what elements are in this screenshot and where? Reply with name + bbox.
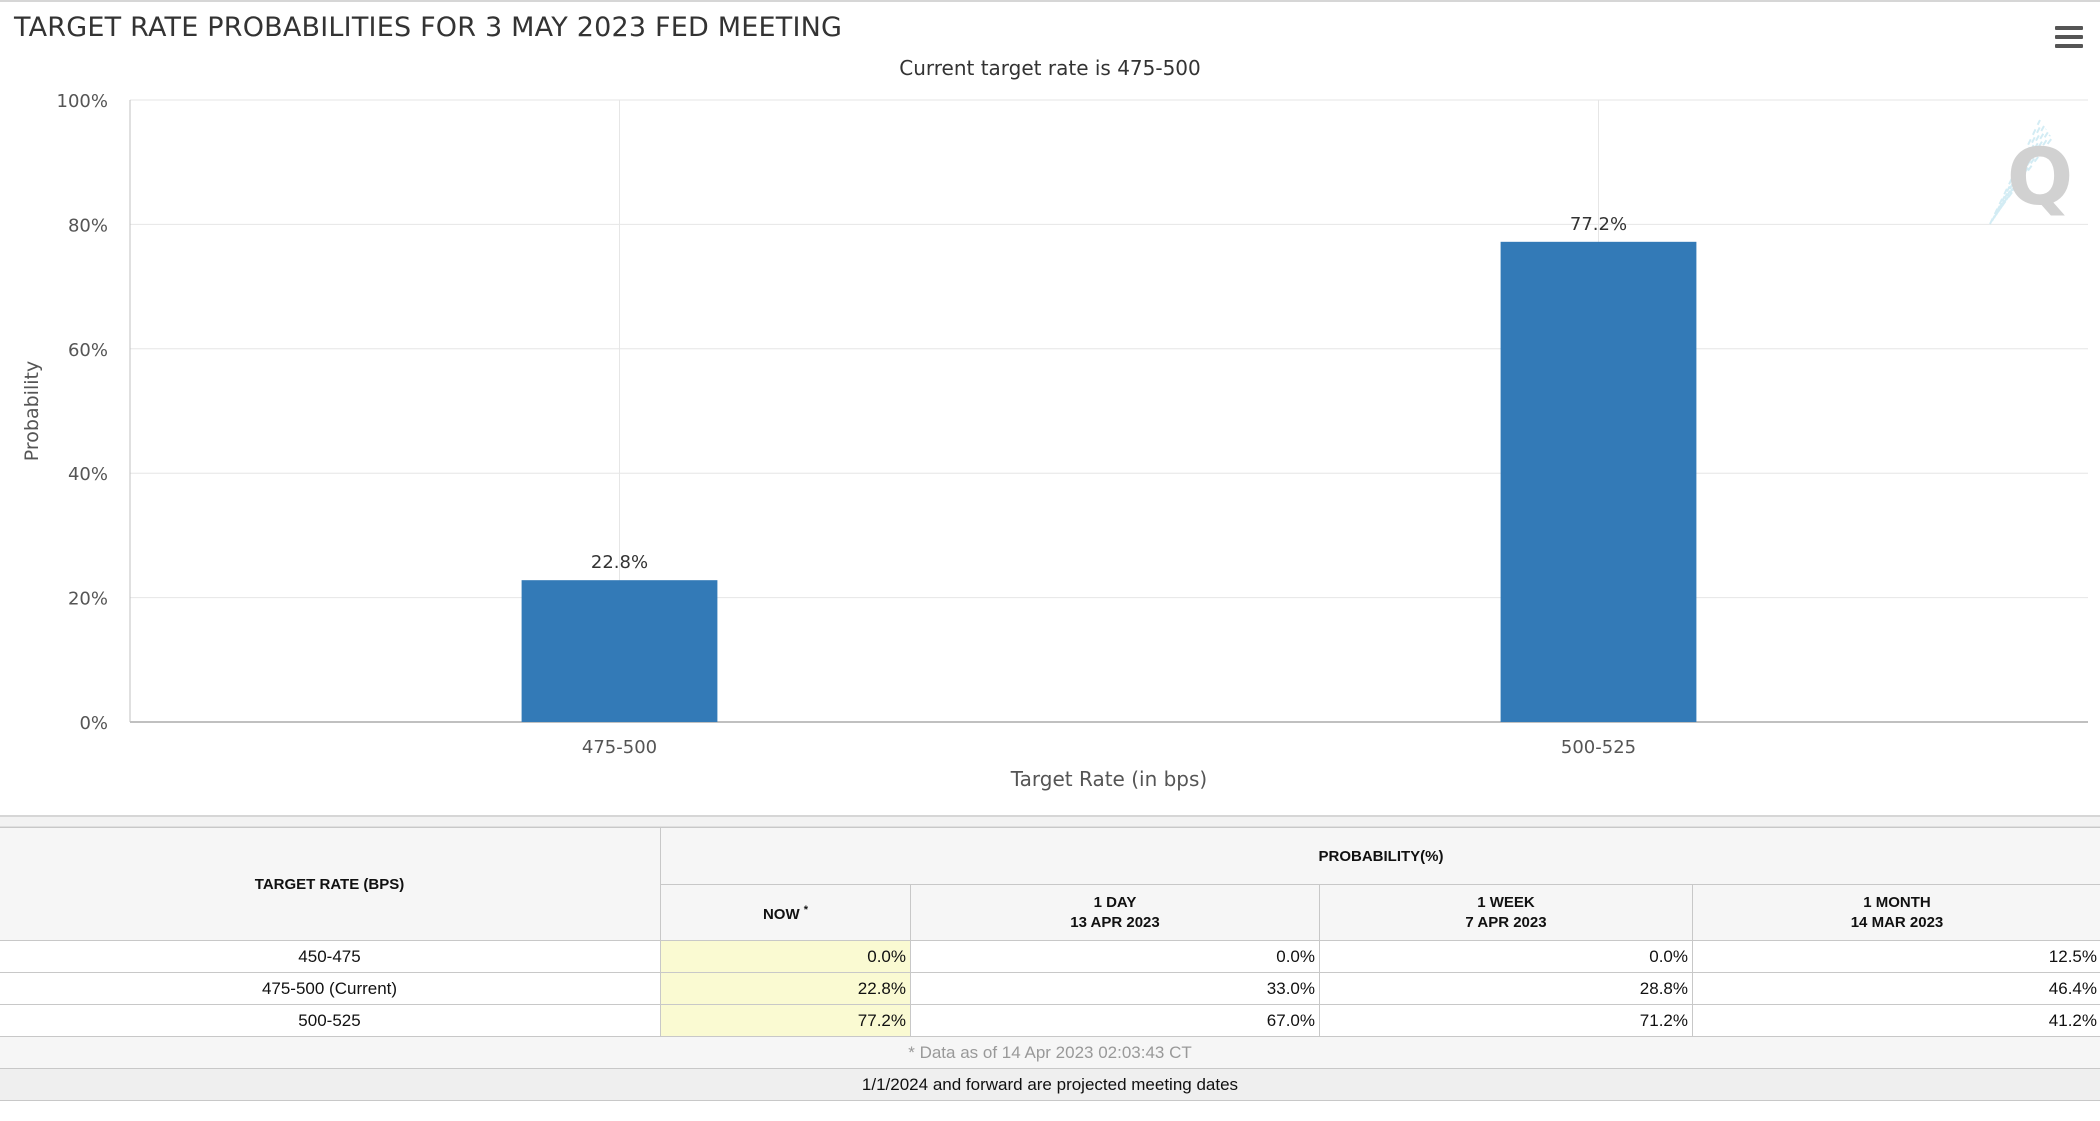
row-1-month-value: 41.2% <box>1692 1004 2100 1037</box>
x-axis-title: Target Rate (in bps) <box>1010 767 1207 791</box>
logo-stripe <box>2001 137 2053 207</box>
logo-stripe <box>1991 122 2043 222</box>
chart-title: TARGET RATE PROBABILITIES FOR 3 MAY 2023… <box>14 12 843 43</box>
table-row: 450-475 0.0% 0.0% 0.0% 12.5% <box>0 940 2100 973</box>
header-1-day-date: 13 APR 2023 <box>1070 913 1160 931</box>
section-divider <box>0 815 2100 827</box>
logo-stripe <box>1999 134 2051 210</box>
cme-fedwatch-q-logo-icon: Q <box>1989 119 2073 225</box>
row-1-day-value: 33.0% <box>910 972 1320 1005</box>
header-1-month-date: 14 MAR 2023 <box>1850 913 1944 931</box>
hamburger-menu-icon[interactable] <box>2055 26 2083 52</box>
logo-stripe <box>1989 119 2041 225</box>
y-axis-title: Probability <box>21 361 43 461</box>
bar-data-label: 22.8% <box>591 552 648 573</box>
y-tick-label: 60% <box>68 340 108 361</box>
row-1-day-value: 0.0% <box>910 940 1320 973</box>
data-timestamp-note: * Data as of 14 Apr 2023 02:03:43 CT <box>0 1036 2100 1069</box>
header-1-week-period: 1 WEEK <box>1477 893 1535 911</box>
y-tick-label: 40% <box>68 464 108 485</box>
row-rate: 450-475 <box>0 940 661 973</box>
row-1-week-value: 28.8% <box>1319 972 1693 1005</box>
bar-chart: 0% 20% 40% 60% 80% 100% 22.8% 475-500 77.2% 500-5… <box>21 91 2088 791</box>
y-tick-label: 80% <box>68 215 108 236</box>
logo-stripe <box>1995 128 2047 216</box>
y-tick-label: 20% <box>68 589 108 610</box>
y-tick-label: 0% <box>79 713 108 734</box>
header-now-label: NOW <box>762 906 800 923</box>
chart-panel: 0% 20% 40% 60% 80% 100% 22.8% 475-500 77.2% 500-5… <box>0 0 2100 791</box>
x-tick-label: 475-500 <box>582 737 657 758</box>
header-1-month: 1 MONTH 14 MAR 2023 <box>1692 884 2100 941</box>
row-rate: 500-525 <box>0 1004 661 1037</box>
row-1-month-value: 46.4% <box>1692 972 2100 1005</box>
x-tick-label: 500-525 <box>1561 737 1636 758</box>
table-row: 500-525 77.2% 67.0% 71.2% 41.2% <box>0 1004 2100 1037</box>
header-1-week-date: 7 APR 2023 <box>1465 913 1547 931</box>
y-tick-label: 100% <box>57 91 108 112</box>
header-1-day-period: 1 DAY <box>1093 893 1137 911</box>
row-1-month-value: 12.5% <box>1692 940 2100 973</box>
row-now-value: 0.0% <box>660 940 911 973</box>
row-now-value: 77.2% <box>660 1004 911 1037</box>
chart-subtitle: Current target rate is 475-500 <box>899 56 1201 80</box>
header-probability: PROBABILITY(%) <box>660 827 2100 885</box>
row-rate: 475-500 (Current) <box>0 972 661 1005</box>
row-now-value: 22.8% <box>660 972 911 1005</box>
header-now: NOW * <box>660 884 911 941</box>
header-1-month-period: 1 MONTH <box>1863 893 1931 911</box>
logo-stripe <box>1997 131 2049 213</box>
row-1-week-value: 0.0% <box>1319 940 1693 973</box>
now-footnote-marker: * <box>803 904 809 916</box>
table-row: 475-500 (Current) 22.8% 33.0% 28.8% 46.4… <box>0 972 2100 1005</box>
bar-data-label: 77.2% <box>1570 214 1627 235</box>
bar <box>521 580 718 722</box>
logo-letter: Q <box>2007 133 2073 223</box>
header-1-day: 1 DAY 13 APR 2023 <box>910 884 1320 941</box>
header-target-rate: TARGET RATE (BPS) <box>0 827 661 941</box>
row-1-week-value: 71.2% <box>1319 1004 1693 1037</box>
row-1-day-value: 67.0% <box>910 1004 1320 1037</box>
projected-dates-note: 1/1/2024 and forward are projected meeti… <box>0 1068 2100 1101</box>
probability-table: TARGET RATE (BPS) PROBABILITY(%) NOW * 1… <box>0 827 2100 1101</box>
header-1-week: 1 WEEK 7 APR 2023 <box>1319 884 1693 941</box>
bar <box>1500 241 1697 723</box>
